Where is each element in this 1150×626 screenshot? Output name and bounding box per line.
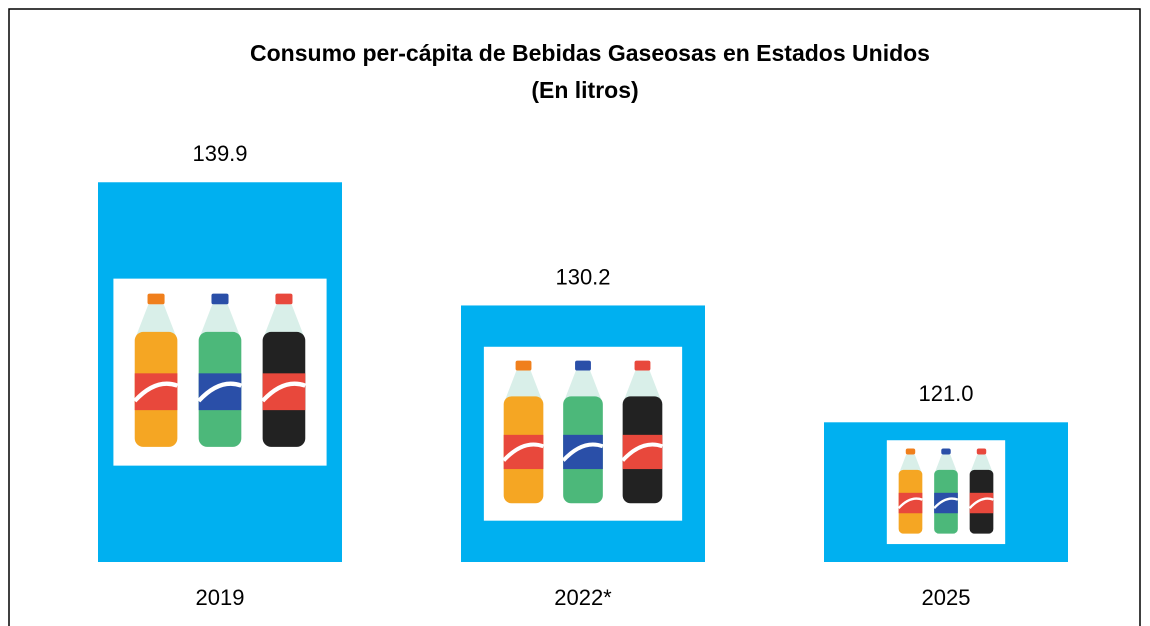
- bottle-neck: [262, 304, 306, 340]
- bottle-cap: [976, 448, 987, 455]
- bottle-cap: [147, 293, 165, 305]
- value-label: 121.0: [918, 381, 973, 406]
- x-tick-label: 2022*: [554, 585, 612, 610]
- chart-title: Consumo per-cápita de Bebidas Gaseosas e…: [250, 40, 930, 66]
- bottle-swoosh: [502, 442, 545, 462]
- bottle-neck: [622, 370, 663, 404]
- bottle-label: [134, 373, 178, 411]
- bottle-swoosh: [261, 381, 306, 403]
- bottle-cap: [211, 293, 229, 305]
- bottle-neck: [503, 370, 544, 404]
- bottle-label: [969, 492, 994, 514]
- bottle-neck: [898, 454, 923, 475]
- bottle-neck: [134, 304, 178, 340]
- bottle-cap: [905, 448, 916, 455]
- bottle-swoosh: [968, 497, 994, 509]
- x-tick-label: 2019: [196, 585, 245, 610]
- bottle-swoosh: [561, 442, 604, 462]
- chart-subtitle: (En litros): [531, 77, 638, 103]
- bottle-cap: [634, 360, 651, 371]
- frame: [8, 8, 1141, 626]
- bottle-swoosh: [897, 497, 923, 509]
- bottle-neck: [934, 454, 958, 475]
- bottle-cap: [575, 360, 591, 371]
- bottle-neck: [969, 454, 994, 475]
- x-tick-label: 2025: [922, 585, 971, 610]
- bottle-label: [503, 434, 544, 470]
- value-label: 139.9: [192, 141, 247, 166]
- bottle-neck: [198, 304, 242, 340]
- bottle-cap: [515, 360, 532, 371]
- bottle-label: [262, 373, 306, 411]
- bottle-label: [934, 492, 958, 514]
- bottle-swoosh: [621, 442, 663, 462]
- bottle-cap: [941, 448, 951, 455]
- bottle-swoosh: [133, 381, 179, 403]
- bottle-cap: [275, 293, 293, 305]
- bottle-swoosh: [933, 497, 959, 509]
- bottle-label: [898, 492, 923, 514]
- bottle-neck: [563, 370, 603, 404]
- bottle-label: [198, 373, 242, 411]
- value-label: 130.2: [555, 264, 610, 289]
- bottle-label: [563, 434, 603, 470]
- bottle-swoosh: [197, 381, 243, 403]
- bottle-label: [622, 434, 663, 470]
